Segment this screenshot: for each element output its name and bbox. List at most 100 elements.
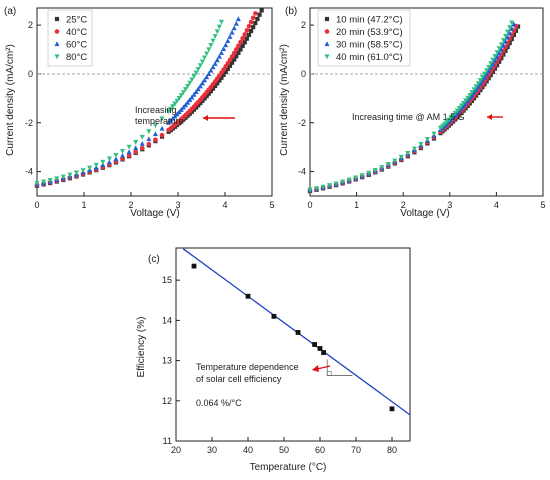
a-series-4-point [93, 162, 99, 168]
a-series-3-point [229, 29, 235, 35]
a-series-2-point [244, 28, 250, 33]
b-series-4-point [379, 165, 385, 170]
b-series-4-point [479, 74, 485, 80]
a-series-3-point [152, 131, 158, 137]
a-series-4-point [206, 47, 212, 53]
b-series-4-point [327, 183, 333, 188]
a-series-1-point [232, 57, 237, 62]
a-series-4-point [60, 174, 66, 180]
b-annotation-text: Increasing time @ AM 1.5 G [352, 112, 465, 122]
a-legend-marker-3 [54, 41, 60, 47]
a-series-3-point [189, 94, 195, 100]
a-series-3-point [204, 74, 210, 80]
a-annotation-text: temperature [135, 116, 184, 126]
a-legend-marker-1 [54, 16, 60, 22]
a-series-2-point [250, 15, 256, 21]
a-series-4-point [168, 106, 174, 112]
a-annotation-arrowhead [203, 115, 208, 121]
a-series-3-point [195, 86, 201, 92]
b-series-3-point [505, 34, 511, 40]
a-series-4-point [212, 34, 218, 39]
b-series-4-point [431, 131, 437, 137]
b-series-4-point [440, 123, 446, 129]
b-series-4-point [496, 46, 502, 52]
c-ytick-label: 11 [163, 436, 172, 446]
b-xtick-label: 2 [401, 200, 406, 210]
c-data-point [271, 313, 277, 319]
a-series-4-point [41, 179, 47, 185]
a-legend-marker-2 [54, 29, 60, 34]
b-series-4-point [471, 87, 477, 93]
panel-a-chart: (a) Voltage (V) Current density (mA/cm²)… [4, 6, 275, 219]
b-series-4-point [463, 98, 469, 104]
b-legend-label-4: 40 min (61.0°C) [336, 52, 403, 63]
a-series-4-point [87, 165, 93, 171]
panel-a-label: (a) [4, 6, 16, 17]
a-series-4-point [208, 43, 214, 48]
panel-c-label: (c) [148, 254, 160, 265]
b-series-4-point [492, 53, 498, 59]
a-series-1-point [206, 91, 211, 96]
a-series-4-point [126, 144, 132, 150]
a-legend-marker-4 [54, 54, 60, 60]
b-series-4-point [398, 154, 404, 160]
a-plot-frame [36, 7, 273, 197]
a-series-1-point [225, 66, 230, 72]
a-series-1-point [204, 93, 209, 99]
b-series-3-point [507, 30, 513, 36]
a-series-3-point [216, 53, 222, 59]
a-series-3-point [223, 42, 229, 48]
a-series-3-point [146, 136, 152, 142]
b-series-4-point [392, 158, 398, 164]
b-series-4-point [452, 110, 458, 116]
c-ytick-label: 14 [162, 315, 172, 325]
c-xtick-label: 70 [351, 445, 361, 455]
b-series-4-point [454, 108, 460, 114]
a-series-4-point [152, 123, 158, 128]
b-series-4-point [465, 95, 471, 101]
a-legend-label-4: 80°C [66, 52, 87, 63]
a-xtick-label: 2 [128, 200, 133, 210]
a-series-1-point [236, 50, 241, 55]
b-series-4-point [456, 106, 462, 111]
a-series-4-point [204, 51, 210, 57]
a-series-2-point [133, 149, 138, 155]
panel-b-ylabel: Current density (mA/cm²) [279, 44, 290, 156]
a-series-2-point [159, 132, 165, 138]
c-slope-text: 0.064 %/°C [196, 398, 242, 408]
b-series-4-point [320, 184, 326, 190]
b-series-3-point [502, 38, 508, 44]
a-series-1-point [244, 36, 249, 41]
b-series-4-point [482, 71, 488, 77]
c-data-point [321, 350, 326, 355]
b-xtick-label: 4 [494, 200, 499, 210]
b-series-4-point [307, 187, 313, 193]
b-series-4-point [484, 68, 490, 74]
b-series-4-point [444, 119, 450, 125]
a-series-4-point [172, 101, 178, 107]
a-series-3-point [221, 46, 227, 52]
a-annotation-text: Increasing [135, 105, 177, 115]
a-series-2-point [236, 43, 241, 49]
b-series-4-point [385, 161, 391, 167]
a-series-2-point [139, 145, 145, 151]
a-series-3-point [212, 61, 218, 66]
a-series-2-point [227, 57, 233, 63]
a-series-3-point [193, 89, 199, 95]
a-series-3-point [202, 77, 208, 83]
a-series-2-point [246, 23, 252, 29]
a-series-2-point [231, 50, 237, 56]
a-series-3-point [199, 80, 205, 86]
a-series-1-point [242, 40, 247, 45]
a-series-1-point [198, 100, 203, 106]
b-series-4-point [486, 64, 492, 70]
a-series-3-point [187, 97, 193, 103]
a-series-4-point [67, 172, 73, 178]
b-series-4-point [488, 61, 494, 67]
a-series-4-point [47, 178, 53, 183]
b-series-3-point [475, 84, 481, 90]
c-data-point [312, 342, 317, 347]
b-legend-label-3: 30 min (58.5°C) [336, 40, 403, 51]
b-series-4-point [353, 175, 359, 181]
b-series-3-point [509, 26, 515, 31]
